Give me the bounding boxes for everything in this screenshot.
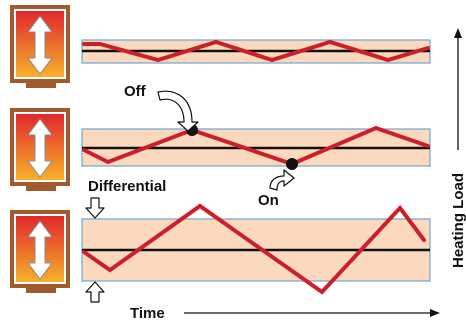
curved-arrow-icon <box>269 169 295 191</box>
time-label: Time <box>130 305 165 322</box>
switch-on-point <box>286 158 298 170</box>
temperature-curve <box>82 125 430 167</box>
up-down-arrow-icon <box>27 220 53 280</box>
on-label: On <box>258 192 279 209</box>
panel-medium-load <box>10 108 431 191</box>
differential-callout: Differential <box>85 178 166 303</box>
arrow-up-icon <box>454 28 462 38</box>
heating-load-axis: Heating Load <box>450 28 466 268</box>
arrow-right-icon <box>430 309 440 317</box>
thermostat-icon <box>10 210 70 293</box>
temperature-curve <box>82 203 426 295</box>
thermostat-icon <box>10 108 70 191</box>
hollow-arrow-icon <box>85 281 105 303</box>
curved-arrow-icon <box>157 90 199 132</box>
temperature-curve <box>82 39 430 63</box>
thermostat-icon <box>10 5 70 88</box>
panel-high-load <box>10 203 431 295</box>
on-callout: On <box>258 169 295 209</box>
up-down-arrow-icon <box>27 118 53 178</box>
hollow-arrow-icon <box>85 197 105 219</box>
time-axis: Time <box>130 305 440 322</box>
up-down-arrow-icon <box>27 15 53 75</box>
off-callout: Off <box>124 83 199 132</box>
heating-load-label: Heating Load <box>450 173 466 268</box>
differential-label: Differential <box>88 178 166 195</box>
off-label: Off <box>124 83 147 100</box>
panel-low-load <box>10 5 431 88</box>
